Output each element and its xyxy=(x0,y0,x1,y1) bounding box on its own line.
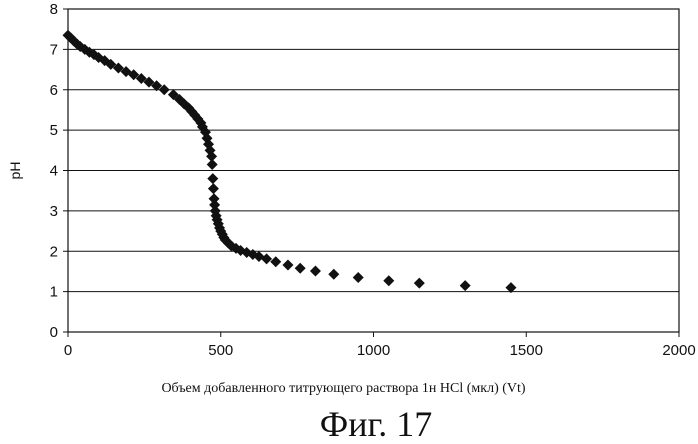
y-tick-label: 5 xyxy=(50,122,58,139)
y-tick-label: 4 xyxy=(50,163,58,180)
y-tick-label: 1 xyxy=(50,284,58,301)
y-tick-label: 7 xyxy=(50,41,58,58)
data-point xyxy=(128,69,140,81)
y-tick-label: 8 xyxy=(50,1,58,18)
data-point xyxy=(282,259,294,271)
y-axis-title: pH xyxy=(7,162,23,180)
data-point xyxy=(207,183,219,195)
x-axis-title: Объем добавленного титрующего раствора 1… xyxy=(161,381,525,396)
data-point xyxy=(135,72,147,84)
data-point xyxy=(143,76,155,88)
figure-caption: Фиг. 17 xyxy=(320,404,432,444)
data-points xyxy=(62,29,517,294)
data-point xyxy=(105,58,117,70)
y-tick-labels: 0 1 2 3 4 5 6 7 8 xyxy=(50,1,68,341)
x-tick-label: 1000 xyxy=(357,342,390,359)
data-point xyxy=(328,268,340,280)
data-point xyxy=(309,265,321,277)
data-point xyxy=(261,253,273,265)
x-tick-label: 0 xyxy=(64,342,72,359)
data-point xyxy=(413,277,425,289)
data-point xyxy=(459,280,471,292)
data-point xyxy=(383,275,395,287)
data-point xyxy=(151,80,163,92)
y-tick-label: 3 xyxy=(50,203,58,220)
x-tick-labels: 0 500 1000 1500 2000 xyxy=(64,332,696,359)
x-tick-label: 500 xyxy=(208,342,233,359)
y-tick-label: 0 xyxy=(50,324,58,341)
data-point xyxy=(270,256,282,268)
data-point xyxy=(247,248,259,260)
data-point xyxy=(158,84,170,96)
data-point xyxy=(206,158,218,170)
y-tick-label: 6 xyxy=(50,82,58,99)
data-point xyxy=(505,282,517,294)
data-point xyxy=(294,262,306,274)
data-point xyxy=(352,271,364,283)
data-point xyxy=(206,150,218,162)
data-point xyxy=(112,62,124,74)
data-point xyxy=(207,173,219,185)
grid-lines xyxy=(68,48,679,293)
x-tick-label: 1500 xyxy=(510,342,543,359)
x-tick-label: 2000 xyxy=(662,342,695,359)
data-point xyxy=(196,121,208,133)
y-tick-label: 2 xyxy=(50,243,58,260)
